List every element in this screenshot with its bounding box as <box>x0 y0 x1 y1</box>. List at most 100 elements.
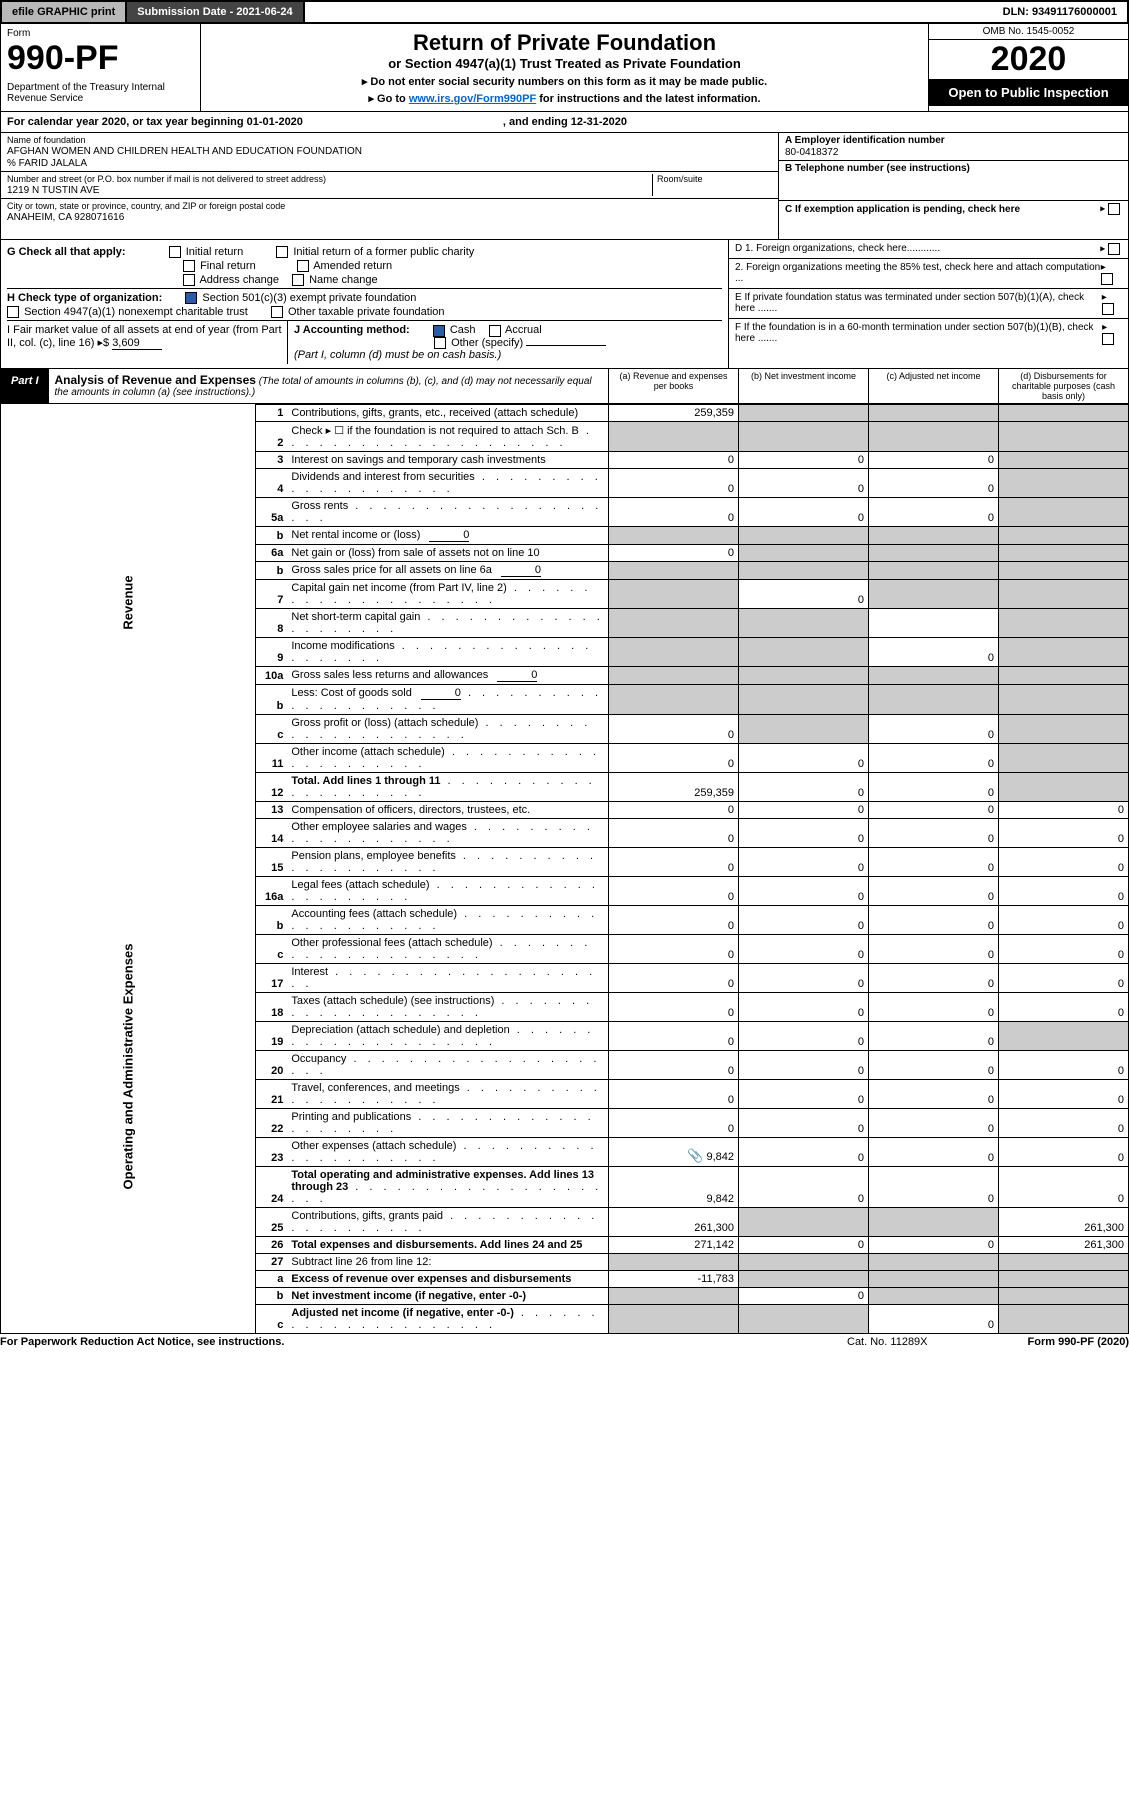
line-desc: Printing and publications <box>287 1108 608 1137</box>
d1-checkbox[interactable] <box>1108 243 1120 255</box>
line-number: 13 <box>255 801 287 818</box>
amount-cell: 0 <box>999 1079 1129 1108</box>
j-other-checkbox[interactable] <box>434 337 446 349</box>
form-title: Return of Private Foundation <box>207 30 922 56</box>
line-desc: Capital gain net income (from Part IV, l… <box>287 579 608 608</box>
g-initial-former-checkbox[interactable] <box>276 246 288 258</box>
line-number: 12 <box>255 772 287 801</box>
amount-cell <box>739 404 869 421</box>
g-amended-checkbox[interactable] <box>297 260 309 272</box>
amount-cell <box>999 579 1129 608</box>
line-desc: Occupancy <box>287 1050 608 1079</box>
f-checkbox[interactable] <box>1102 333 1114 345</box>
amount-cell: 0 <box>739 772 869 801</box>
amount-cell <box>869 544 999 561</box>
h-501c3-checkbox[interactable] <box>185 292 197 304</box>
amount-cell: 0 <box>869 497 999 526</box>
amount-cell: 0 <box>739 992 869 1021</box>
amount-cell: 0 <box>739 905 869 934</box>
line-number: 3 <box>255 451 287 468</box>
amount-cell <box>999 608 1129 637</box>
amount-cell <box>869 1207 999 1236</box>
amount-cell: 0 <box>739 934 869 963</box>
g-final-checkbox[interactable] <box>183 260 195 272</box>
line-number: c <box>255 714 287 743</box>
g-label: G Check all that apply: <box>7 246 126 258</box>
amount-cell <box>609 1304 739 1333</box>
amount-cell: 0 <box>739 1236 869 1253</box>
amount-cell: 0 <box>609 905 739 934</box>
amount-cell <box>869 1270 999 1287</box>
amount-cell <box>609 561 739 579</box>
amount-cell: 261,300 <box>609 1207 739 1236</box>
e-checkbox[interactable] <box>1102 303 1114 315</box>
line-number: 14 <box>255 818 287 847</box>
amount-cell: 0 <box>869 468 999 497</box>
note-link-line: ▸ Go to www.irs.gov/Form990PF for instru… <box>207 92 922 105</box>
amount-cell: 0 <box>999 963 1129 992</box>
amount-cell: 0 <box>999 818 1129 847</box>
amount-cell <box>999 684 1129 714</box>
j-cash-checkbox[interactable] <box>433 325 445 337</box>
amount-cell: 0 <box>609 1050 739 1079</box>
amount-cell <box>739 1253 869 1270</box>
g-address-checkbox[interactable] <box>183 274 195 286</box>
pra-notice: For Paperwork Reduction Act Notice, see … <box>0 1336 284 1348</box>
line-desc: Net rental income or (loss) 0 <box>287 526 608 544</box>
amount-cell: 0 <box>869 934 999 963</box>
line-number: 9 <box>255 637 287 666</box>
irs-link[interactable]: www.irs.gov/Form990PF <box>409 93 536 105</box>
amount-cell <box>869 1253 999 1270</box>
amount-cell: 0 <box>739 963 869 992</box>
j-accrual-checkbox[interactable] <box>489 325 501 337</box>
line-desc: Contributions, gifts, grants, etc., rece… <box>287 404 608 421</box>
street-address: 1219 N TUSTIN AVE <box>7 185 652 196</box>
amount-cell <box>609 579 739 608</box>
h-4947-checkbox[interactable] <box>7 306 19 318</box>
attachment-icon[interactable]: 📎 <box>687 1148 703 1163</box>
topbar: efile GRAPHIC print Submission Date - 20… <box>0 0 1129 24</box>
amount-cell <box>739 714 869 743</box>
amount-cell: 0 <box>869 1050 999 1079</box>
amount-cell <box>739 544 869 561</box>
amount-cell: 0 <box>999 847 1129 876</box>
g-name-checkbox[interactable] <box>292 274 304 286</box>
amount-cell: 271,142 <box>609 1236 739 1253</box>
efile-print-button[interactable]: efile GRAPHIC print <box>2 2 127 22</box>
j-label: J Accounting method: <box>294 324 410 336</box>
amount-cell <box>999 561 1129 579</box>
dept-text: Department of the Treasury Internal Reve… <box>7 82 194 104</box>
line-number: 11 <box>255 743 287 772</box>
line-desc: Net investment income (if negative, ente… <box>287 1287 608 1304</box>
g-initial-checkbox[interactable] <box>169 246 181 258</box>
h-label: H Check type of organization: <box>7 292 162 304</box>
amount-cell: 259,359 <box>609 772 739 801</box>
amount-cell <box>869 561 999 579</box>
amount-cell <box>739 561 869 579</box>
line-number: 26 <box>255 1236 287 1253</box>
line-desc: Total operating and administrative expen… <box>287 1166 608 1207</box>
street-label: Number and street (or P.O. box number if… <box>7 174 652 184</box>
c-label: C If exemption application is pending, c… <box>785 204 1020 215</box>
line-number: 27 <box>255 1253 287 1270</box>
line-number: 18 <box>255 992 287 1021</box>
line-desc: Subtract line 26 from line 12: <box>287 1253 608 1270</box>
line-desc: Pension plans, employee benefits <box>287 847 608 876</box>
c-checkbox[interactable] <box>1108 203 1120 215</box>
line-number: 8 <box>255 608 287 637</box>
open-public-badge: Open to Public Inspection <box>929 79 1128 106</box>
phone-label: B Telephone number (see instructions) <box>785 163 1122 174</box>
line-number: 1 <box>255 404 287 421</box>
col-b-header: (b) Net investment income <box>738 369 868 403</box>
amount-cell <box>609 684 739 714</box>
line-number: 22 <box>255 1108 287 1137</box>
amount-cell <box>869 579 999 608</box>
amount-cell: 0 <box>609 451 739 468</box>
ein: 80-0418372 <box>785 147 1122 158</box>
f-label: F If the foundation is in a 60-month ter… <box>735 322 1102 345</box>
h-other-checkbox[interactable] <box>271 306 283 318</box>
line-desc: Gross rents <box>287 497 608 526</box>
d2-checkbox[interactable] <box>1101 273 1113 285</box>
amount-cell <box>999 714 1129 743</box>
amount-cell: 0 <box>739 818 869 847</box>
